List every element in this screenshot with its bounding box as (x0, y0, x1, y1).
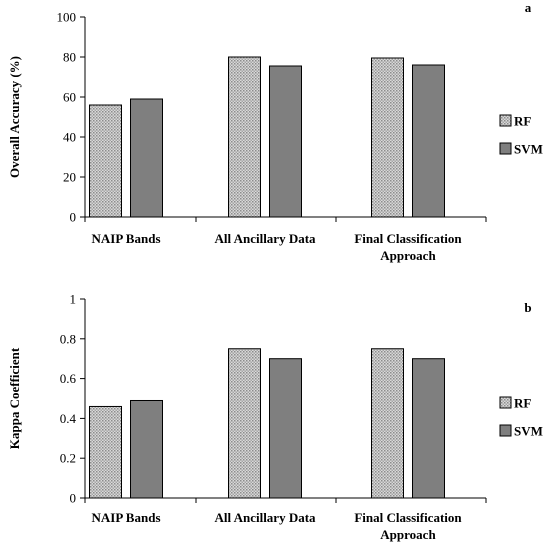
category-label: NAIP Bands (92, 510, 161, 525)
y-tick-label: 80 (63, 50, 76, 65)
bar-svm-1 (269, 358, 302, 499)
category-label: Final Classification Approach (354, 510, 462, 542)
category-label: NAIP Bands (92, 231, 161, 246)
category-label: Final Classification Approach (354, 231, 462, 263)
y-tick-label: 0 (70, 491, 77, 506)
bar-rf-2 (371, 57, 404, 218)
legend-swatch-svm (499, 142, 512, 155)
bar-svm-0 (130, 399, 163, 499)
chart-panel-b: 0 0.2 0.4 0.6 0.8 1 NAIP Bands All Ancillary Da… (7, 292, 543, 543)
y-tick-label: 40 (63, 130, 76, 145)
legend-label-rf: RF (514, 114, 531, 129)
legend-label-svm: SVM (514, 424, 543, 439)
chart-panel-a: 0 20 40 60 80 100 NAIP Bands All Ancillary Data… (7, 0, 543, 263)
y-tick-label: 0.6 (60, 371, 77, 386)
y-tick-label: 0.8 (60, 331, 76, 346)
y-tick-label: 0 (70, 210, 77, 225)
bar-rf-1 (228, 348, 261, 499)
legend-label-svm: SVM (514, 142, 543, 157)
y-tick-label: 1 (70, 292, 77, 307)
y-axis-title: Kappa Coefficient (7, 347, 22, 449)
bar-rf-0 (89, 405, 122, 499)
y-tick-label: 100 (57, 10, 77, 25)
bar-rf-2 (371, 348, 404, 499)
legend-swatch-rf (499, 396, 512, 409)
bar-svm-2 (412, 64, 445, 218)
bar-svm-1 (269, 65, 302, 218)
legend-swatch-svm (499, 424, 512, 437)
y-tick-label: 0.2 (60, 451, 76, 466)
bar-rf-0 (89, 104, 122, 218)
legend-label-rf: RF (514, 396, 531, 411)
legend-swatch-rf (499, 114, 512, 127)
y-axis-title: Overall Accuracy (%) (7, 56, 22, 178)
bar-svm-2 (412, 358, 445, 499)
y-tick-label: 20 (63, 170, 76, 185)
panel-label: a (525, 0, 532, 15)
bar-rf-1 (228, 56, 261, 218)
y-tick-label: 0.4 (60, 411, 77, 426)
category-label: All Ancillary Data (214, 510, 316, 525)
category-label: All Ancillary Data (214, 231, 316, 246)
y-tick-label: 60 (63, 90, 76, 105)
bar-svm-0 (130, 98, 163, 218)
panel-label: b (524, 300, 531, 315)
